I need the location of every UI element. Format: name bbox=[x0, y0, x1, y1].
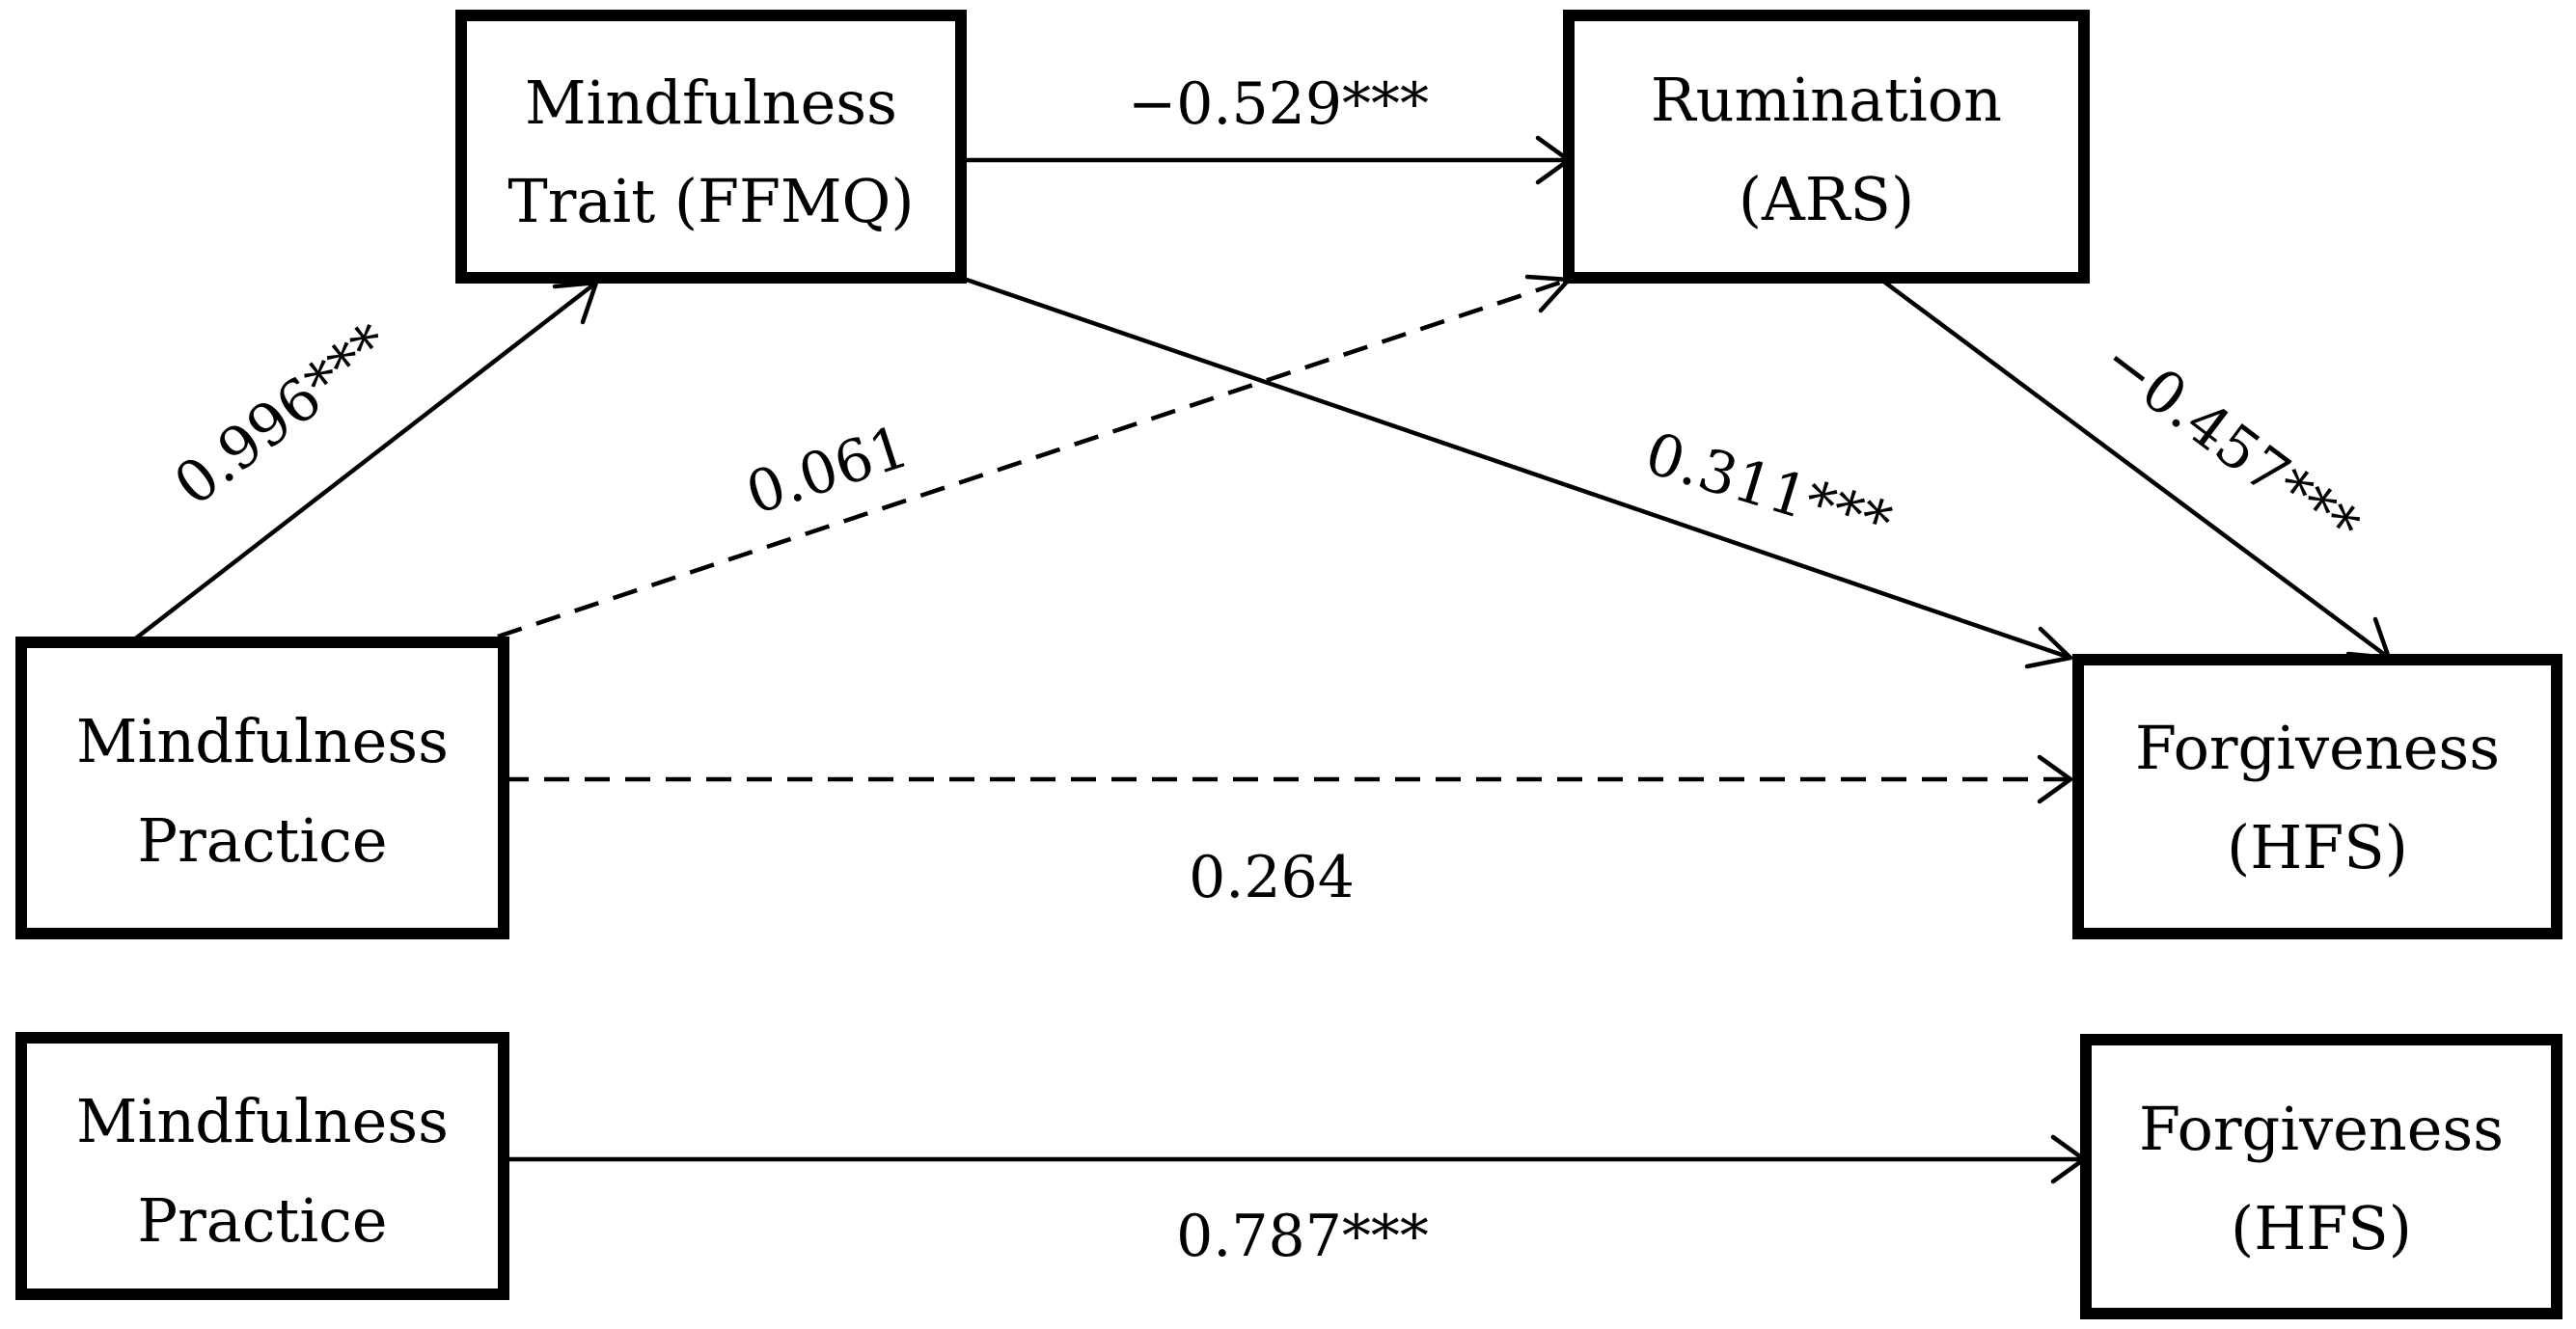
node-mindfulness-trait-line2: Trait (FFMQ) bbox=[507, 166, 914, 236]
node-total-forgiveness-line1: Forgiveness bbox=[2139, 1094, 2504, 1164]
path-practice-to-forgiveness-total bbox=[504, 1134, 2087, 1184]
path-practice-to-rumination bbox=[497, 274, 1572, 639]
node-total-forgiveness: Forgiveness (HFS) bbox=[2080, 1034, 2562, 1319]
node-mindfulness-trait: Mindfulness Trait (FFMQ) bbox=[455, 10, 967, 284]
node-total-mindfulness-practice: Mindfulness Practice bbox=[15, 1032, 509, 1300]
node-rumination: Rumination (ARS) bbox=[1563, 10, 2090, 284]
node-total-forgiveness-line2: (HFS) bbox=[2231, 1193, 2412, 1263]
node-forgiveness-line1: Forgiveness bbox=[2135, 713, 2500, 783]
coef-practice-to-forgiveness-total: 0.787*** bbox=[1176, 1203, 1429, 1270]
node-mindfulness-practice: Mindfulness Practice bbox=[15, 637, 509, 939]
coef-trait-to-rumination: −0.529*** bbox=[1128, 70, 1429, 138]
path-practice-to-forgiveness-direct bbox=[504, 754, 2073, 804]
node-mindfulness-trait-line1: Mindfulness bbox=[525, 68, 897, 138]
coef-practice-to-forgiveness-direct: 0.264 bbox=[1189, 844, 1355, 911]
node-mindfulness-practice-line2: Practice bbox=[137, 805, 387, 876]
path-trait-to-rumination bbox=[961, 135, 1572, 185]
coef-trait-to-forgiveness: 0.311*** bbox=[1637, 420, 1899, 557]
node-mindfulness-practice-line1: Mindfulness bbox=[76, 706, 449, 776]
coef-practice-to-rumination: 0.061 bbox=[738, 413, 917, 529]
node-rumination-line1: Rumination bbox=[1651, 65, 2002, 135]
coef-practice-to-trait: 0.996*** bbox=[162, 311, 402, 519]
coef-rumination-to-forgiveness: −0.457*** bbox=[2090, 326, 2370, 561]
path-trait-to-forgiveness bbox=[960, 275, 2073, 669]
node-total-mindfulness-practice-line1: Mindfulness bbox=[76, 1086, 449, 1156]
node-forgiveness-line2: (HFS) bbox=[2227, 812, 2408, 882]
node-forgiveness: Forgiveness (HFS) bbox=[2072, 654, 2562, 939]
node-total-mindfulness-practice-line2: Practice bbox=[137, 1185, 387, 1256]
node-rumination-line2: (ARS) bbox=[1739, 164, 1914, 234]
